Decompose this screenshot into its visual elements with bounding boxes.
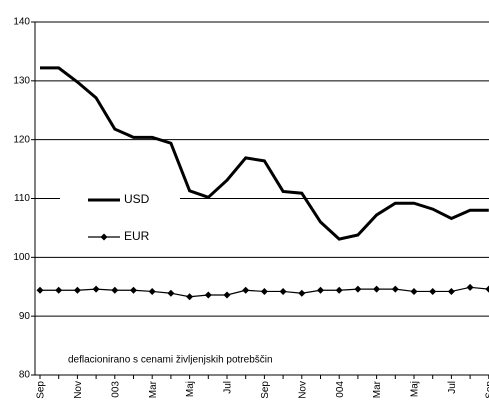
marker: [73, 286, 81, 294]
marker: [186, 293, 194, 301]
annotation: deflacionirano s cenami življenjskih pot…: [68, 355, 273, 366]
marker: [317, 286, 324, 294]
y-tick-label: 110: [14, 193, 30, 204]
x-tick-label: Sep: [36, 381, 47, 399]
marker: [429, 287, 437, 295]
marker: [391, 285, 399, 293]
x-tick-label: Mar: [148, 380, 159, 398]
marker: [55, 286, 63, 294]
x-tick-label: Mar: [372, 380, 383, 398]
marker: [410, 287, 418, 295]
marker: [466, 283, 474, 291]
y-tick-label: 90: [19, 311, 31, 322]
marker: [260, 287, 268, 295]
marker: [279, 287, 287, 295]
marker: [223, 291, 231, 299]
marker: [36, 286, 44, 294]
y-tick-label: 80: [19, 370, 31, 381]
marker: [204, 291, 212, 299]
x-tick-label: Jul: [447, 381, 458, 394]
marker: [242, 286, 250, 294]
marker: [167, 289, 175, 297]
marker: [354, 285, 362, 293]
x-tick-label: 004: [335, 381, 346, 398]
marker: [111, 286, 119, 294]
x-tick-label: Jul: [223, 381, 234, 394]
marker: [148, 287, 156, 295]
marker: [485, 285, 489, 293]
marker: [335, 286, 343, 294]
legend-marker: [100, 233, 108, 241]
x-tick-label: Nov: [297, 381, 308, 399]
x-tick-label: Nov: [73, 381, 84, 399]
x-tick-label: Sep: [260, 381, 271, 399]
marker: [130, 286, 137, 294]
legend-label: USD: [124, 192, 150, 206]
marker: [298, 289, 306, 297]
y-tick-label: 100: [13, 252, 30, 263]
x-tick-label: Maj: [410, 381, 421, 397]
y-tick-label: 120: [13, 134, 30, 145]
y-tick-label: 130: [13, 75, 30, 86]
x-tick-label: 003: [110, 381, 121, 398]
x-tick-label: Maj: [185, 381, 196, 397]
line-usd: [40, 66, 489, 241]
marker: [373, 285, 381, 293]
y-tick-label: 140: [13, 17, 30, 28]
x-tick-label: Sep: [484, 381, 489, 399]
marker: [92, 285, 100, 293]
legend-label: EUR: [124, 229, 150, 243]
marker: [447, 287, 455, 295]
legend-box: [60, 185, 180, 250]
